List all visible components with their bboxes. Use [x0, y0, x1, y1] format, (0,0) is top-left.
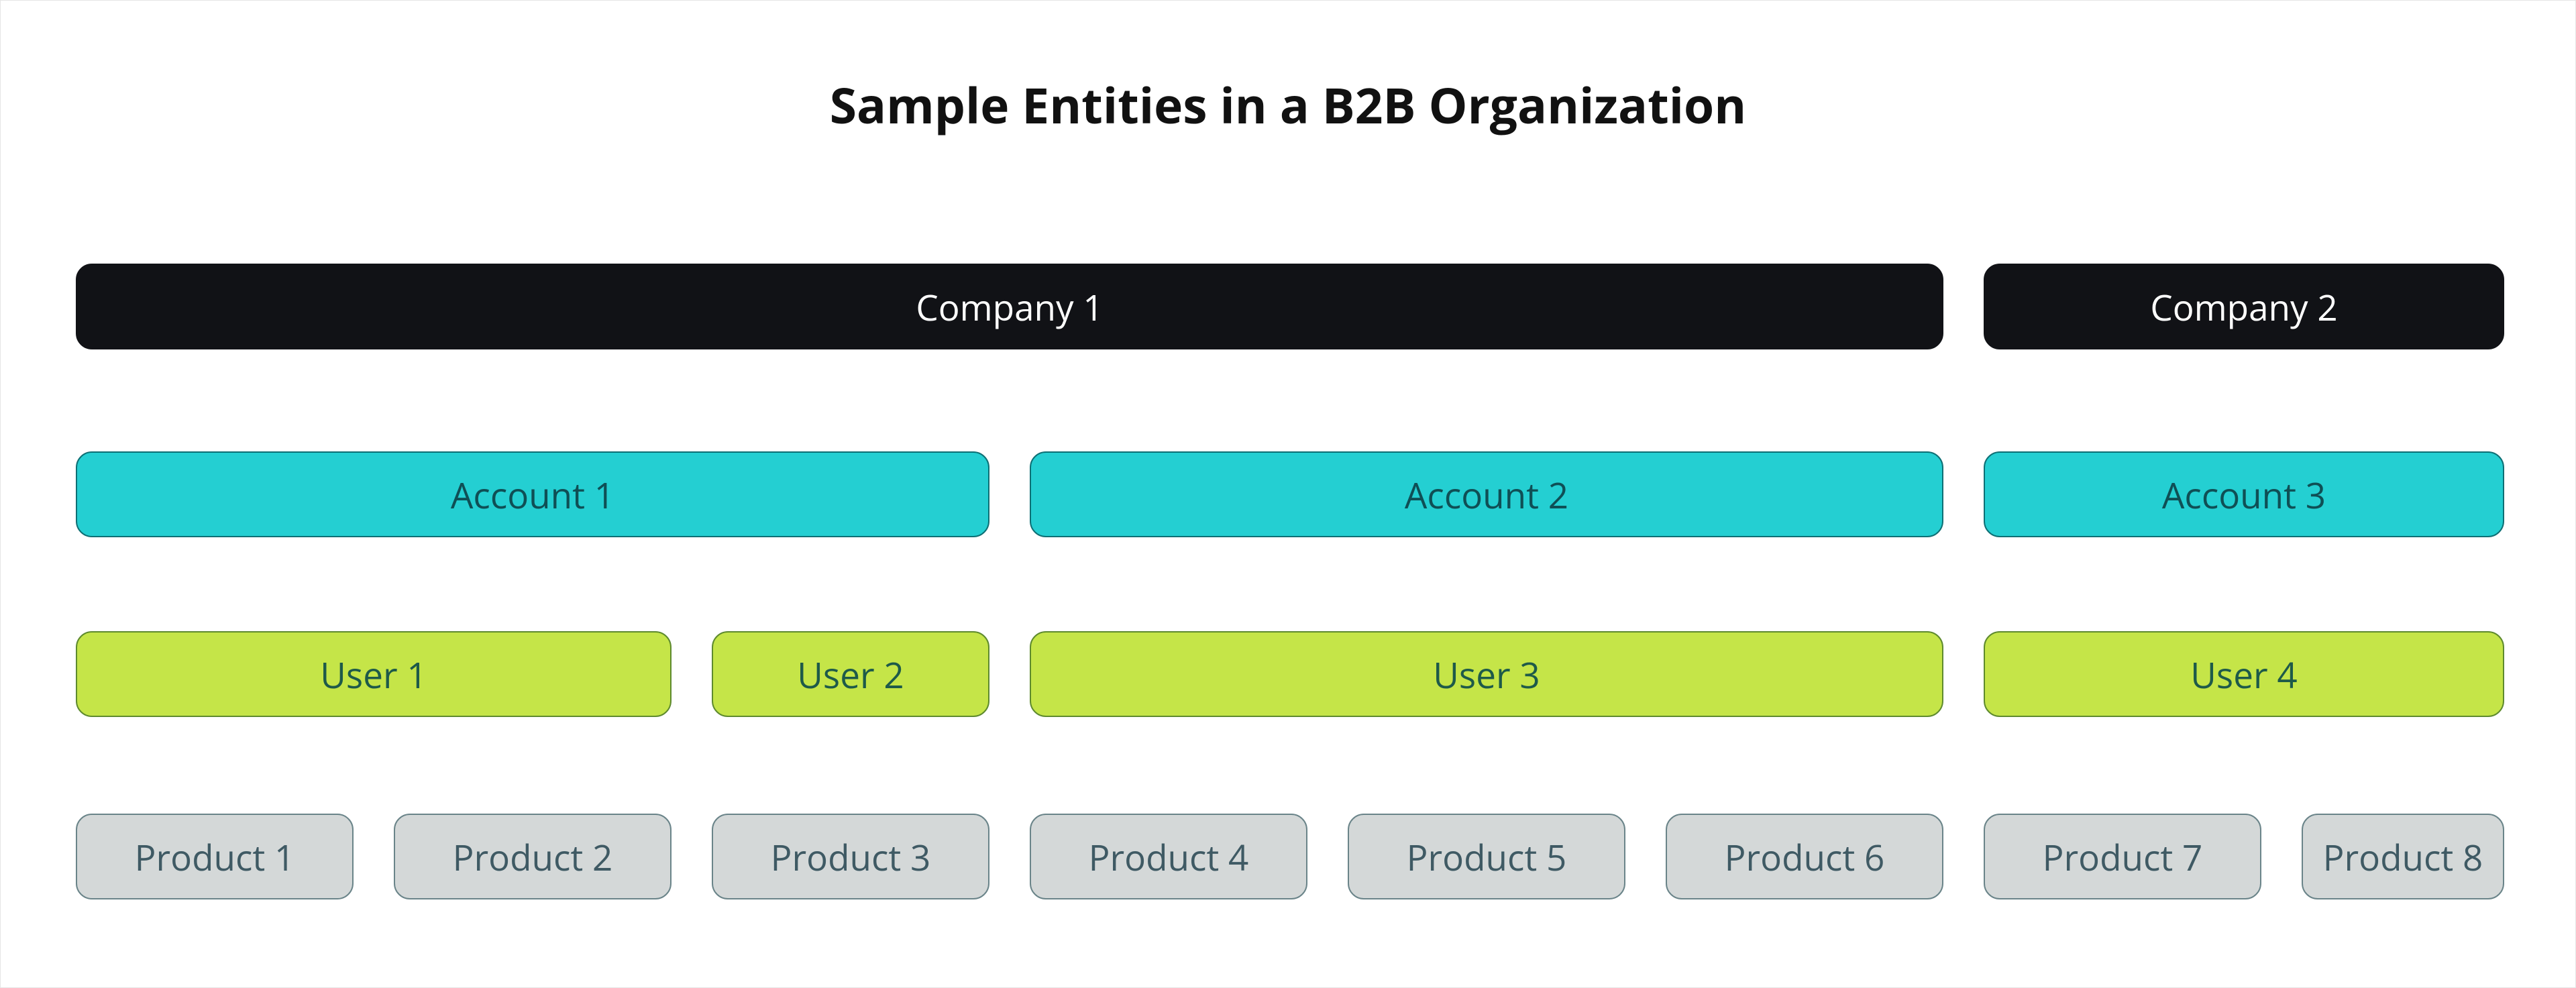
- product-box: Product 7: [1984, 814, 2261, 899]
- user-box: User 2: [712, 631, 989, 717]
- diagram-title: Sample Entities in a B2B Organization: [1, 72, 2575, 138]
- product-box: Product 5: [1348, 814, 1625, 899]
- company-box: Company 1: [76, 264, 1943, 349]
- account-box: Account 3: [1984, 451, 2504, 537]
- account-box: Account 2: [1030, 451, 1943, 537]
- user-box: User 4: [1984, 631, 2504, 717]
- diagram-canvas: Sample Entities in a B2B Organization Co…: [0, 0, 2576, 988]
- company-box: Company 2: [1984, 264, 2504, 349]
- product-box: Product 6: [1666, 814, 1943, 899]
- product-box: Product 4: [1030, 814, 1307, 899]
- account-box: Account 1: [76, 451, 989, 537]
- product-box: Product 8: [2302, 814, 2504, 899]
- product-box: Product 2: [394, 814, 672, 899]
- user-box: User 3: [1030, 631, 1943, 717]
- product-box: Product 1: [76, 814, 354, 899]
- user-box: User 1: [76, 631, 672, 717]
- product-box: Product 3: [712, 814, 989, 899]
